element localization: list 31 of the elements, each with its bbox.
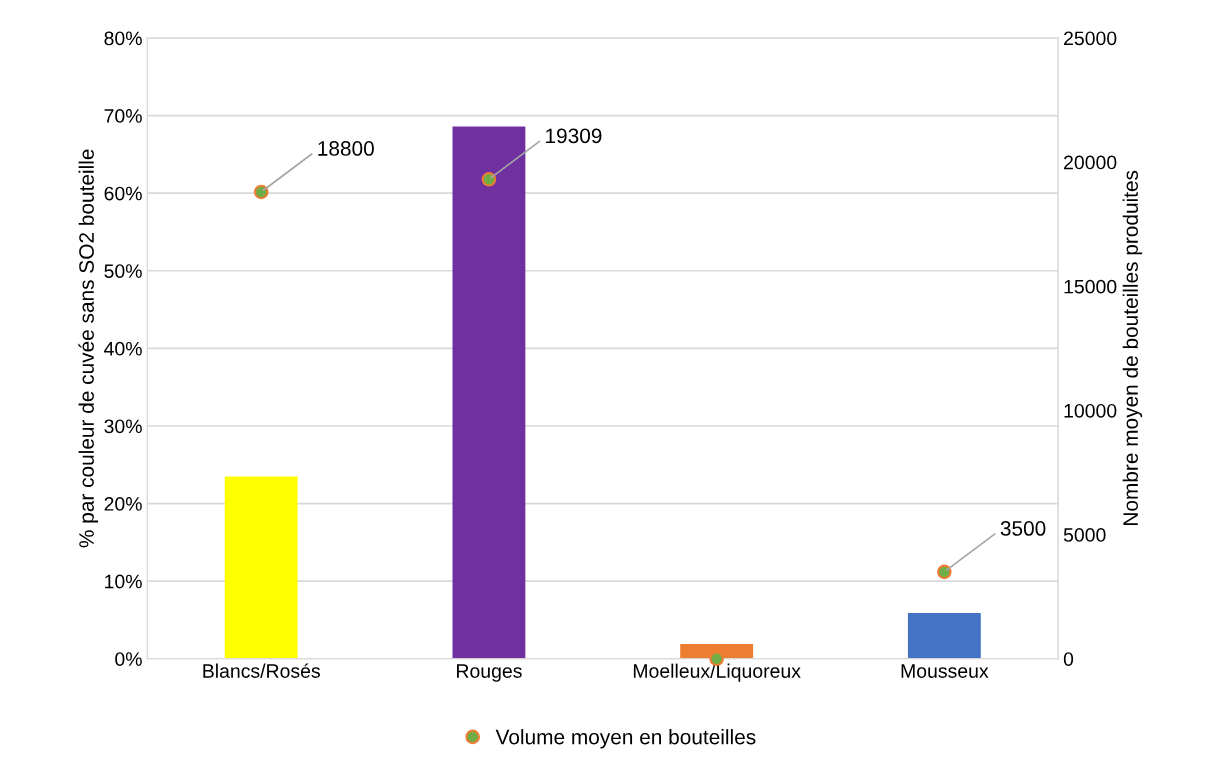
y-tick-label: 10% — [105, 574, 142, 589]
x-tick-label: Moelleux/Liquoreux — [633, 663, 801, 682]
bar — [452, 126, 526, 659]
data-label: 3500 — [1000, 521, 1046, 536]
y-tick-label: 20% — [104, 497, 142, 511]
y2-tick-label: 20000 — [1064, 155, 1117, 170]
point — [481, 172, 497, 187]
y-tick-label: 40% — [104, 341, 142, 356]
x-tick-label: Blancs/Rosés — [203, 663, 320, 678]
legend-label: Volume moyen en bouteilles — [495, 729, 756, 749]
y-tick-label: 80% — [104, 31, 142, 46]
y2-tick-label: 10000 — [1064, 403, 1117, 418]
data-label: 18800 — [318, 141, 374, 156]
y-tick-label: 0% — [115, 652, 142, 666]
x-tick-label: Rouges — [457, 664, 522, 682]
y-axis-title: % par couleur de cuvée sans SO2 bouteille — [78, 149, 99, 548]
y2-tick-label: 15000 — [1064, 279, 1117, 294]
y-tick-label: 70% — [104, 109, 142, 123]
x-tick-label: Mousseux — [901, 664, 989, 678]
bar — [224, 476, 298, 659]
y2-axis-title: Nombre moyen de bouteilles produites — [1122, 170, 1143, 525]
y-tick-label: 30% — [104, 419, 142, 434]
y2-tick-label: 0 — [1063, 652, 1074, 666]
point — [253, 184, 269, 200]
y-tick-label: 50% — [104, 264, 142, 278]
y-tick-label: 60% — [104, 186, 142, 201]
data-label: 19309 — [546, 128, 602, 144]
y2-tick-label: 5000 — [1063, 528, 1106, 542]
bar — [907, 612, 981, 659]
point — [937, 564, 952, 580]
y2-tick-label: 25000 — [1064, 31, 1117, 46]
